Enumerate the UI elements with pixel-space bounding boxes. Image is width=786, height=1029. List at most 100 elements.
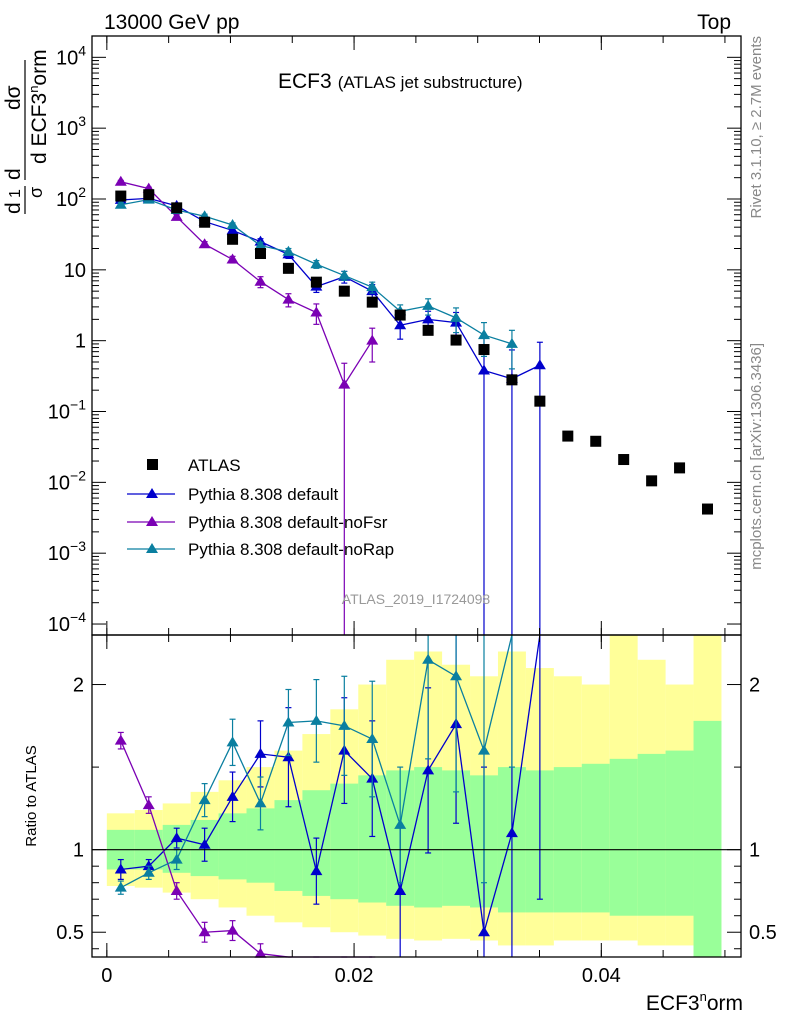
marker-nofsr bbox=[254, 275, 267, 286]
ratio-uncertainty-bands bbox=[106, 635, 722, 957]
marker-default bbox=[477, 364, 490, 375]
legend-label-default: Pythia 8.308 default bbox=[188, 485, 339, 504]
marker-norap bbox=[338, 269, 351, 280]
main-ytick-label: 1 bbox=[75, 331, 86, 353]
atlas-data-point bbox=[199, 216, 211, 228]
ylabel-frac-d-sigma: d bbox=[2, 202, 25, 214]
main-ytick-label: 10−4 bbox=[48, 609, 86, 636]
ratio-marker-norap bbox=[310, 714, 323, 725]
ratio-marker-norap bbox=[366, 733, 379, 744]
band-inner-bin bbox=[637, 753, 666, 916]
marker-nofsr bbox=[114, 175, 127, 186]
atlas-data-point bbox=[450, 334, 462, 346]
x-axis-label: ECF3norm bbox=[646, 989, 743, 1015]
title-main: ECF3 bbox=[278, 70, 332, 93]
band-inner-bin bbox=[581, 763, 610, 913]
legend-label-nofsr: Pythia 8.308 default-noFsr bbox=[188, 513, 388, 532]
series-line-nofsr bbox=[120, 181, 373, 387]
ticks: 10−4 10−3 10−2 10−1 1 10 102 103 104 0.5 0.5 1 1 2 2 0 0… bbox=[48, 36, 777, 987]
ratio-marker-norap bbox=[254, 797, 267, 808]
main-ytick-label: 10 bbox=[64, 260, 86, 282]
ratio-marker-default bbox=[505, 827, 518, 838]
marker-nofsr bbox=[282, 293, 295, 304]
atlas-data-point bbox=[562, 430, 574, 442]
legend-marker-norap bbox=[127, 543, 175, 553]
marker-norap bbox=[422, 299, 435, 310]
legend-marker-atlas bbox=[147, 459, 158, 470]
marker-norap bbox=[310, 258, 323, 269]
band-inner-bin bbox=[553, 767, 582, 913]
ratio-marker-norap bbox=[282, 716, 295, 727]
ratio-marker-nofsr bbox=[170, 884, 183, 895]
marker-norap bbox=[114, 198, 127, 209]
band-inner-bin bbox=[665, 750, 694, 916]
marker-nofsr bbox=[338, 378, 351, 389]
legend: ATLAS Pythia 8.308 default Pythia 8.308 … bbox=[127, 456, 394, 559]
ratio-marker-norap bbox=[198, 794, 211, 805]
ratio-marker-norap bbox=[394, 818, 407, 829]
main-ytick-label: 103 bbox=[56, 113, 86, 140]
axes bbox=[91, 35, 742, 958]
ratio-marker-nofsr bbox=[198, 926, 211, 937]
ratio-marker-default bbox=[422, 764, 435, 775]
marker-nofsr bbox=[198, 238, 211, 249]
ratio-ytick-label: 2 bbox=[73, 675, 84, 697]
atlas-data-point bbox=[590, 435, 602, 447]
ylabel-dvar: d ECF3norm bbox=[26, 49, 51, 164]
band-inner-bin bbox=[218, 813, 247, 880]
ratio-marker-nofsr bbox=[254, 947, 267, 958]
ratio-marker-default bbox=[394, 884, 407, 895]
atlas-data-point bbox=[394, 309, 406, 321]
ylabel-frac-sigma: σ bbox=[26, 187, 46, 198]
ratio-ytick-label: 1 bbox=[73, 840, 84, 862]
ratio-ytick-label-right: 2 bbox=[749, 675, 760, 697]
legend-label-atlas: ATLAS bbox=[188, 456, 241, 475]
atlas-data-point bbox=[422, 324, 434, 336]
marker-norap bbox=[254, 239, 267, 250]
ratio-marker-nofsr bbox=[142, 799, 155, 810]
main-ytick-label: 10−1 bbox=[48, 397, 86, 424]
marker-nofsr bbox=[170, 210, 183, 221]
marker-default bbox=[226, 224, 239, 235]
atlas-data-point bbox=[506, 374, 518, 386]
marker-default bbox=[533, 359, 546, 370]
ratio-marker-default bbox=[254, 747, 267, 758]
ratio-marker-default bbox=[114, 863, 127, 874]
atlas-data-point bbox=[534, 395, 546, 407]
ratio-y-axis-label: Ratio to ATLAS bbox=[23, 745, 40, 846]
legend-label-norap: Pythia 8.308 default-noRap bbox=[188, 540, 394, 559]
marker-norap bbox=[450, 311, 463, 322]
atlas-data-point bbox=[143, 189, 155, 201]
marker-norap bbox=[226, 218, 239, 229]
rivet-label: Rivet 3.1.10, ≥ 2.7M events bbox=[748, 36, 765, 219]
header-left: 13000 GeV pp bbox=[104, 11, 239, 34]
ylabel-dsigma: dσ bbox=[2, 85, 25, 110]
marker-norap bbox=[477, 329, 490, 340]
ratio-marker-norap bbox=[450, 670, 463, 681]
ratio-marker-norap bbox=[477, 744, 490, 755]
atlas-data-point bbox=[674, 462, 686, 474]
ratio-marker-norap bbox=[226, 736, 239, 747]
marker-default bbox=[394, 319, 407, 330]
atlas-data-point bbox=[310, 276, 322, 288]
atlas-data-point bbox=[701, 503, 713, 515]
marker-nofsr bbox=[310, 306, 323, 317]
marker-default bbox=[422, 313, 435, 324]
ratio-marker-default bbox=[310, 865, 323, 876]
atlas-data-point bbox=[618, 454, 630, 466]
main-ytick-label: 102 bbox=[56, 184, 86, 211]
xtick-label: 0 bbox=[101, 965, 112, 987]
atlas-data-point bbox=[282, 262, 294, 274]
marker-norap bbox=[282, 245, 295, 256]
title-sub: (ATLAS jet substructure) bbox=[338, 73, 523, 92]
ratio-marker-norap bbox=[170, 853, 183, 864]
ratio-ytick-label: 0.5 bbox=[56, 922, 84, 944]
ylabel-d-top: d bbox=[2, 168, 25, 180]
ratio-marker-nofsr bbox=[226, 924, 239, 935]
atlas-data-point bbox=[171, 202, 183, 214]
main-ytick-label: 104 bbox=[56, 42, 86, 69]
mcplots-label: mcplots.cern.ch [arXiv:1306.3436] bbox=[748, 343, 765, 570]
ylabel-frac-1: 1 bbox=[7, 189, 24, 198]
atlas-data-point bbox=[338, 285, 350, 297]
ratio-panel-frame bbox=[91, 634, 742, 958]
